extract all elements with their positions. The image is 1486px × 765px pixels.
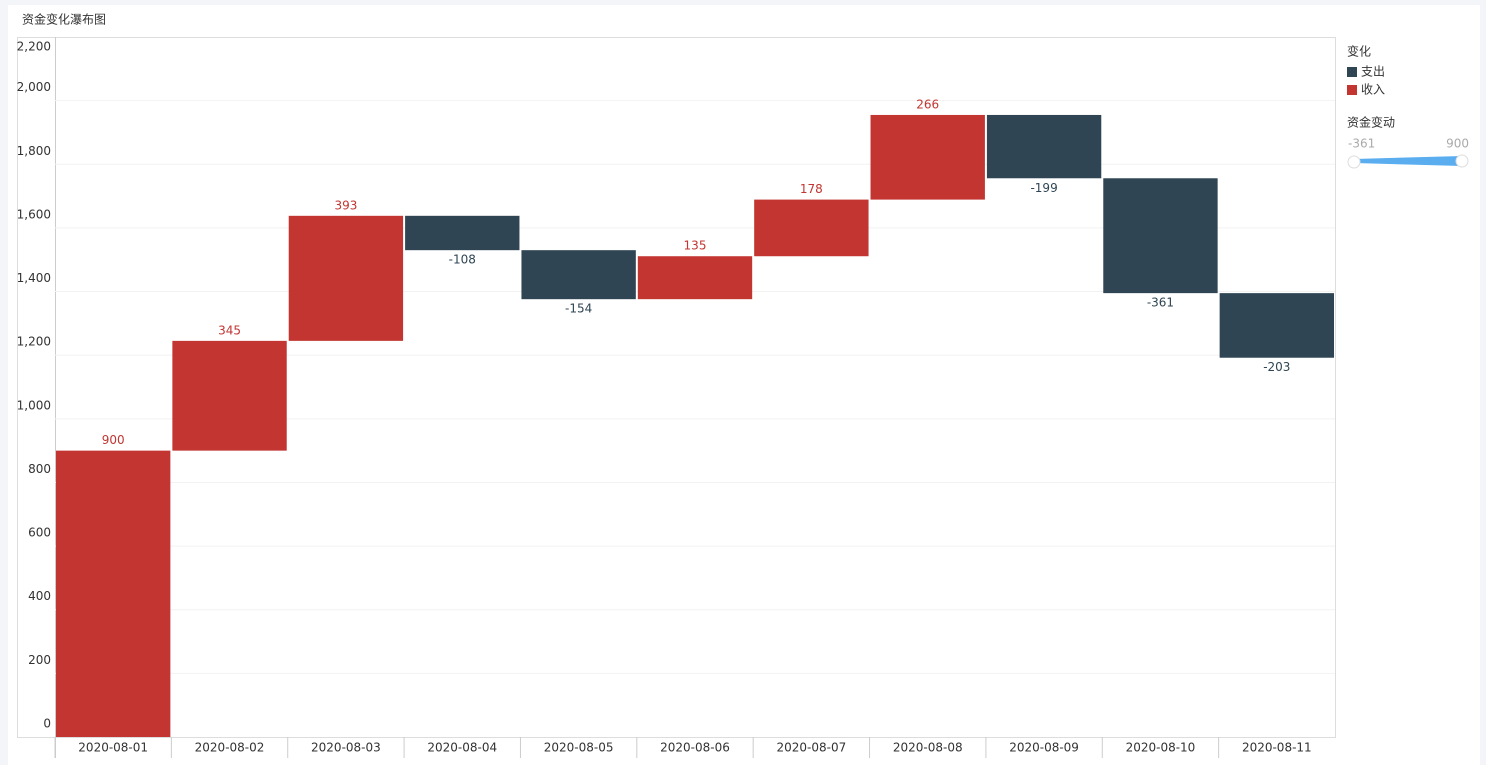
value-label: -108 [449, 253, 476, 267]
x-tick-label: 2020-08-04 [427, 741, 497, 755]
legend-label: 支出 [1361, 65, 1385, 79]
value-label: -203 [1263, 360, 1290, 374]
y-tick-label: 0 [43, 717, 51, 731]
slider-handle[interactable] [1455, 154, 1469, 168]
size-legend-max: 900 [1446, 137, 1469, 151]
x-tick-label: 2020-08-08 [893, 741, 963, 755]
y-tick-label: 1,000 [17, 398, 51, 412]
value-label: -361 [1147, 296, 1174, 310]
x-tick-label: 2020-08-03 [311, 741, 381, 755]
bar [521, 250, 636, 300]
size-slider [1354, 156, 1462, 166]
y-tick-label: 2,200 [17, 40, 51, 54]
value-label: 393 [334, 198, 357, 212]
bar [754, 199, 869, 257]
size-legend-min: -361 [1348, 137, 1375, 151]
bar [1219, 293, 1334, 358]
y-tick-label: 1,600 [17, 207, 51, 221]
x-tick-label: 2020-08-06 [660, 741, 730, 755]
x-tick-label: 2020-08-10 [1126, 741, 1196, 755]
value-label: 135 [684, 239, 707, 253]
x-tick-label: 2020-08-09 [1009, 741, 1079, 755]
legend-title: 变化 [1347, 44, 1371, 59]
value-label: -199 [1030, 181, 1057, 195]
y-tick-label: 1,800 [17, 144, 51, 158]
y-tick-label: 400 [28, 589, 51, 603]
value-label: 345 [218, 323, 241, 337]
value-label: -154 [565, 302, 592, 316]
bar [56, 450, 171, 737]
legend-swatch [1347, 85, 1357, 95]
bar [986, 114, 1102, 179]
y-tick-label: 1,400 [17, 271, 51, 285]
x-tick-label: 2020-08-07 [776, 741, 846, 755]
x-tick-label: 2020-08-02 [195, 741, 265, 755]
bar [172, 340, 287, 451]
bar [637, 256, 753, 300]
y-tick-label: 200 [28, 653, 51, 667]
chart-title: 资金变化瀑布图 [22, 12, 106, 27]
bar [405, 215, 520, 251]
bar [870, 114, 985, 200]
slider-handle[interactable] [1347, 155, 1361, 169]
value-label: 900 [102, 433, 125, 447]
value-label: 178 [800, 182, 823, 196]
y-tick-label: 800 [28, 462, 51, 476]
y-tick-label: 600 [28, 526, 51, 540]
x-tick-label: 2020-08-01 [78, 741, 148, 755]
x-tick-label: 2020-08-11 [1242, 741, 1312, 755]
size-legend-title: 资金变动 [1347, 115, 1395, 130]
plot-frame [17, 37, 1336, 738]
y-tick-label: 1,200 [17, 335, 51, 349]
value-label: 266 [916, 97, 939, 111]
legend-label: 收入 [1361, 83, 1385, 97]
bar [288, 215, 404, 341]
x-tick-label: 2020-08-05 [544, 741, 614, 755]
bar [1103, 178, 1218, 294]
legend-swatch [1347, 67, 1357, 77]
y-tick-label: 2,000 [17, 80, 51, 94]
